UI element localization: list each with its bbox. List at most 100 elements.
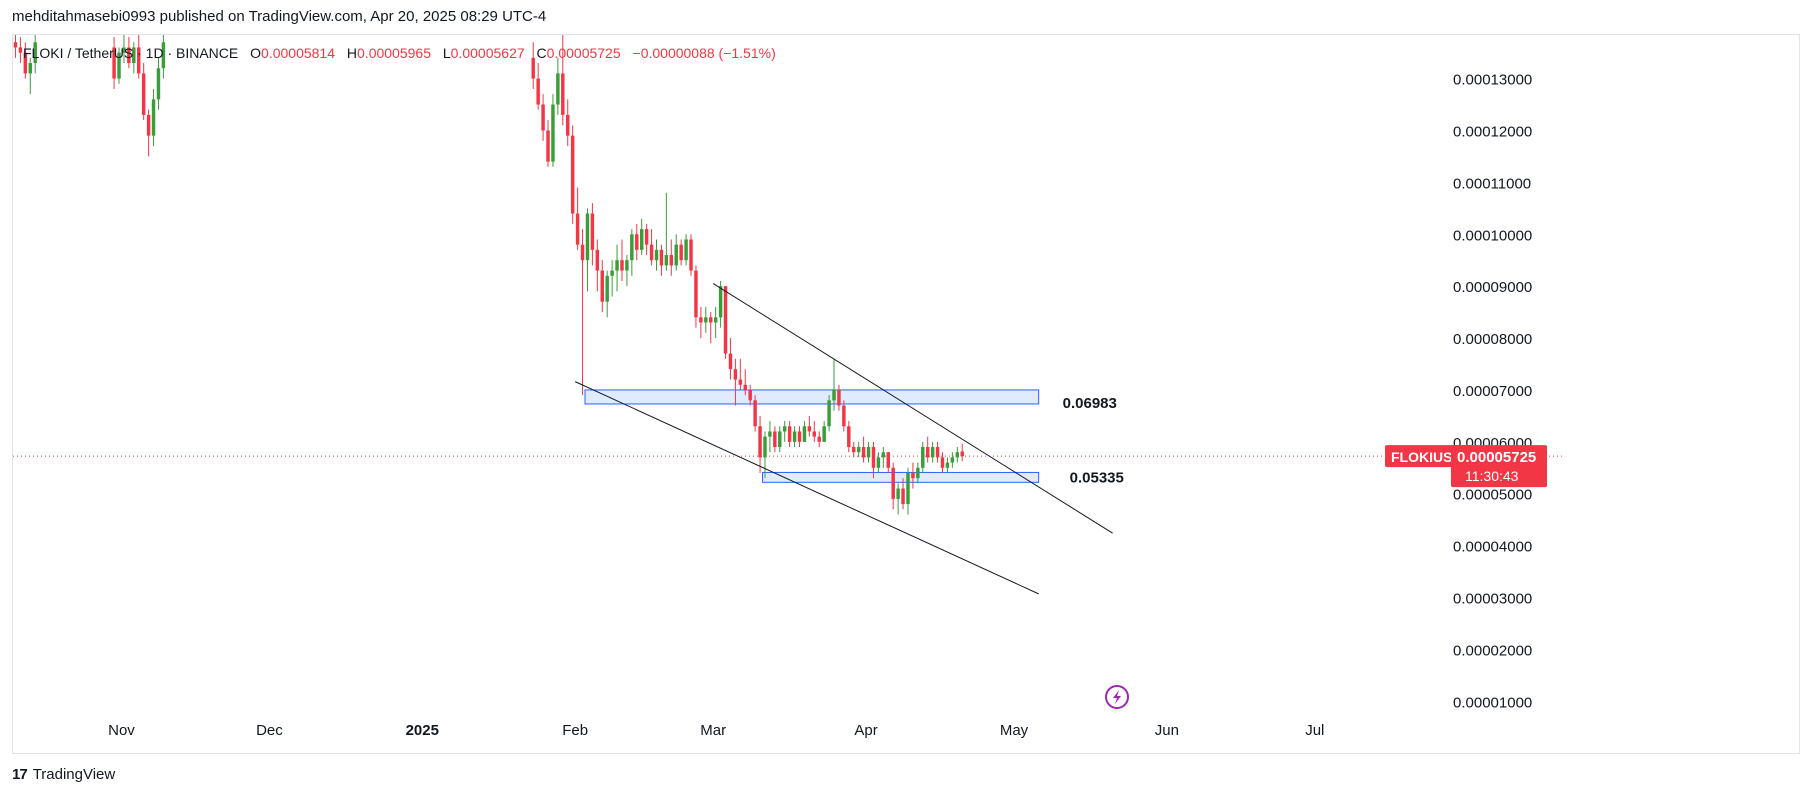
candle-body (782, 426, 787, 432)
price-tick-label: 0.00002000 (1453, 642, 1532, 659)
candle-body (940, 457, 945, 468)
price-tick-label: 0.00010000 (1453, 227, 1532, 244)
candle-body (797, 431, 802, 442)
chart-canvas[interactable]: 0.06983 0.05335 0.00013000 0.00012000 0.0001… (13, 35, 1800, 754)
candle-body (728, 353, 733, 370)
candle-body (679, 244, 683, 261)
candle-body (832, 389, 836, 401)
price-tick-label: 0.00008000 (1453, 331, 1532, 348)
candle-body (916, 467, 920, 479)
time-tick-label: 2025 (406, 722, 439, 739)
candle-body (556, 73, 560, 105)
candle-body (718, 286, 723, 318)
candle-body (709, 317, 713, 323)
time-tick-label: Nov (108, 722, 135, 739)
candle-body (664, 255, 669, 266)
tradingview-logo-icon: 17 (12, 766, 28, 783)
chart-panel[interactable]: 0.06983 0.05335 0.00013000 0.00012000 0.0001… (12, 34, 1800, 754)
low-value: 0.00005627 (450, 45, 525, 61)
candle-body (792, 431, 797, 442)
candle-body (669, 255, 674, 266)
candle-body (132, 47, 136, 64)
candle-body (955, 452, 960, 458)
candle-body (842, 405, 846, 427)
price-tick-label: 0.00013000 (1453, 72, 1532, 89)
candle-body (911, 472, 915, 479)
candle-body (886, 452, 890, 468)
candle-body (945, 462, 950, 468)
candle-body (620, 260, 624, 271)
candle-body (753, 400, 757, 427)
candle-body (778, 431, 782, 448)
candle-body (580, 244, 585, 261)
candle-body (758, 426, 762, 458)
price-tick-label: 0.00007000 (1453, 383, 1532, 400)
candle-body (881, 452, 886, 458)
candle-body (156, 68, 161, 100)
change-value: −0.00000088 (−1.51%) (632, 45, 776, 61)
candle-body (891, 467, 895, 499)
lower-trendline (574, 381, 1039, 595)
candle-body (921, 447, 925, 468)
ohlc-legend: FLOKI / TetherUS · 1D · BINANCE O0.00005… (23, 45, 776, 61)
candles-group (13, 35, 964, 515)
lightning-icon (1105, 685, 1129, 709)
last-price-tag (1451, 445, 1547, 488)
lightning-bolt-icon (1113, 690, 1121, 704)
candle-body (807, 426, 812, 432)
price-tick-label: 0.00009000 (1453, 279, 1532, 296)
candle-body (635, 234, 639, 250)
time-tick-label: Dec (256, 722, 283, 739)
candle-body (18, 47, 23, 53)
zone-upper (584, 389, 1040, 405)
price-tick-label: 0.00005000 (1453, 487, 1532, 504)
upper-trendline (712, 283, 1113, 534)
candle-body (600, 270, 604, 302)
candle-body (639, 229, 644, 250)
candle-body (610, 270, 614, 276)
time-tick-label: May (1000, 722, 1029, 739)
candle-body (674, 244, 678, 266)
candle-body (615, 260, 619, 271)
last-price-label: 0.00005725 (1457, 449, 1536, 466)
candle-body (659, 249, 664, 266)
candle-body (763, 436, 767, 458)
candle-body (896, 488, 900, 499)
candle-body (694, 270, 698, 318)
candle-body (768, 431, 772, 437)
candle-body (161, 42, 166, 69)
symbol-label[interactable]: FLOKI / TetherUS · 1D · BINANCE (23, 45, 239, 61)
price-tick-label: 0.00003000 (1453, 591, 1532, 608)
candle-body (861, 447, 866, 458)
candle-body (856, 447, 861, 453)
candle-body (541, 104, 545, 131)
candle-body (146, 114, 151, 136)
candle-body (699, 317, 703, 323)
candle-body (802, 426, 807, 442)
candle-body (605, 275, 609, 302)
close-value: 0.00005725 (546, 45, 621, 61)
candle-body (654, 249, 659, 261)
candle-body (689, 239, 693, 271)
candle-body (822, 426, 826, 442)
tradingview-brand[interactable]: 17 TradingView (12, 766, 115, 783)
open-value: 0.00005814 (261, 45, 335, 61)
candle-body (787, 426, 792, 442)
candle-body (566, 114, 570, 136)
candle-body (827, 400, 831, 427)
candle-body (561, 73, 565, 115)
candle-body (649, 244, 654, 261)
candle-body (551, 104, 555, 162)
candle-body (960, 451, 964, 457)
candle-body (570, 135, 575, 214)
candle-body (536, 78, 540, 105)
candle-body (137, 47, 141, 74)
candle-body (812, 431, 817, 437)
candle-body (817, 436, 821, 442)
candle-body (847, 426, 851, 448)
candle-body (595, 249, 600, 271)
candle-body (117, 52, 121, 79)
candle-body (704, 317, 708, 323)
low-label: L (442, 45, 451, 61)
price-tick-label: 0.00012000 (1453, 123, 1532, 140)
